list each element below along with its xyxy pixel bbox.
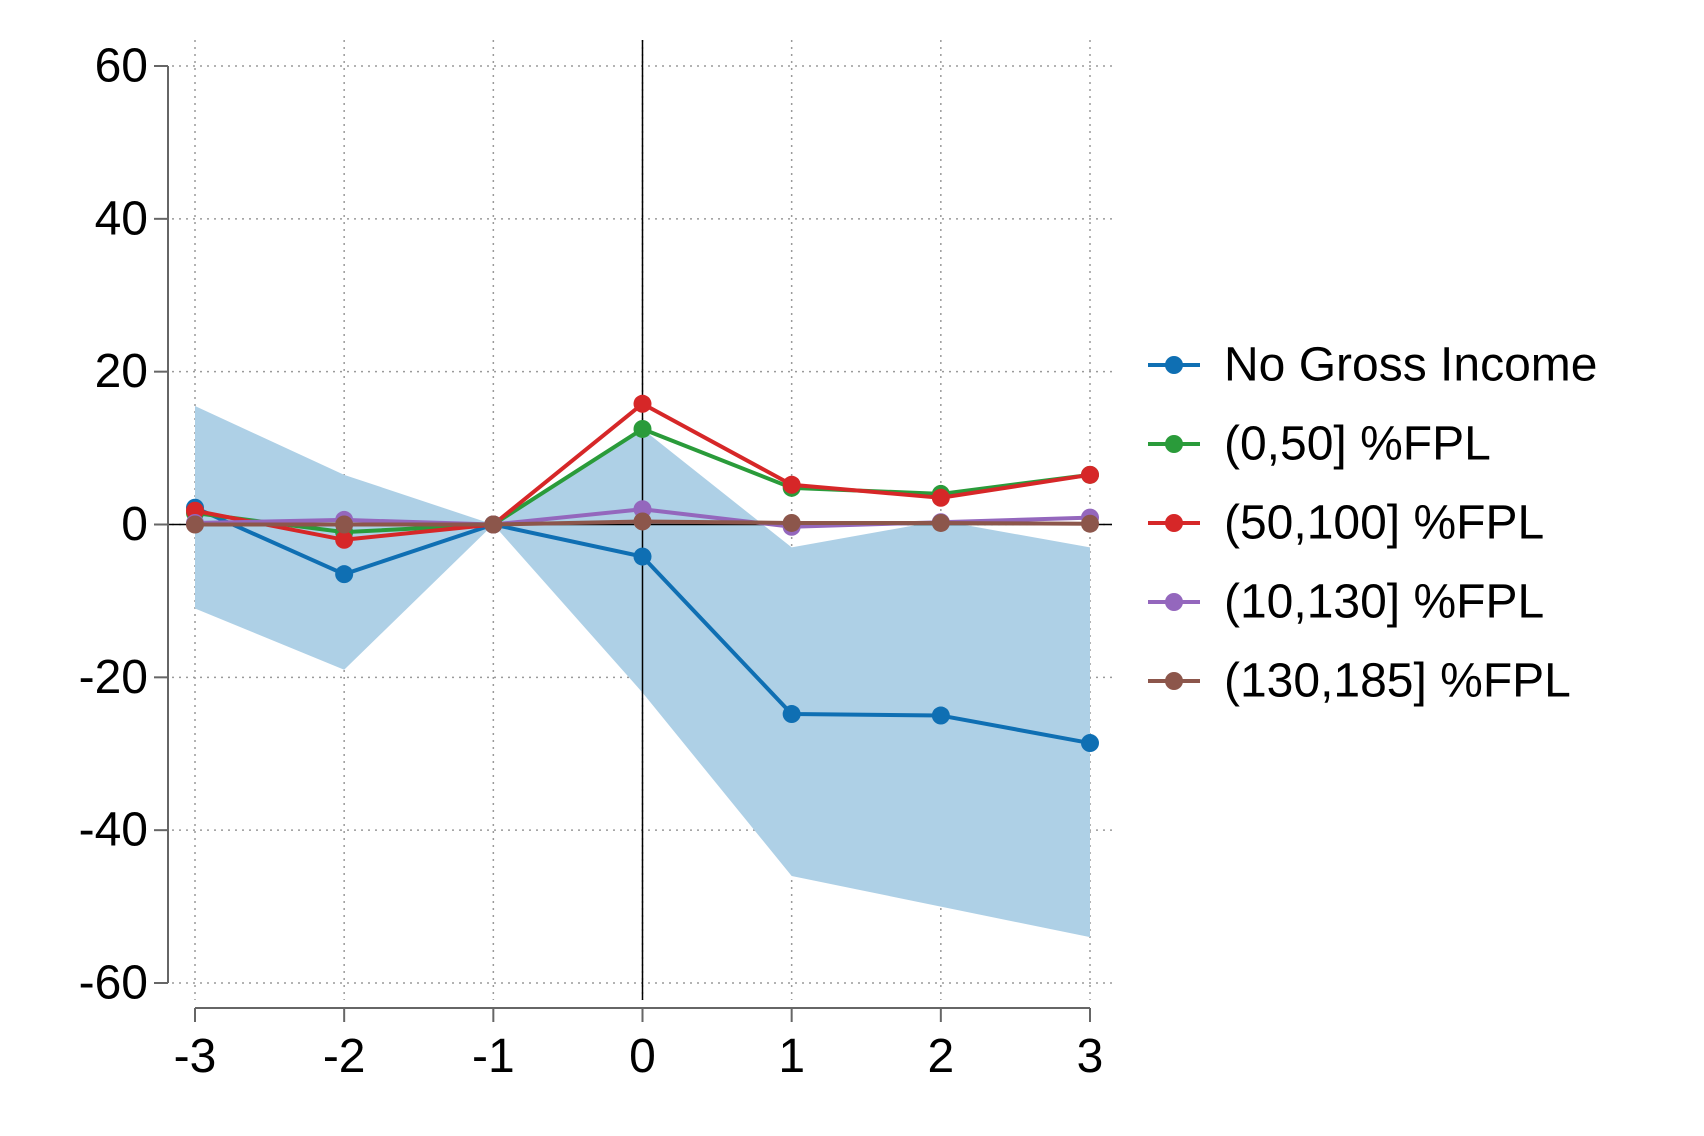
legend: No Gross Income (0,50] %FPL (50,100] %FPL (… bbox=[1148, 339, 1597, 708]
data-point-130-185-fpl bbox=[335, 515, 354, 534]
x-tick-label: 2 bbox=[927, 1030, 954, 1083]
legend-label: (10,130] %FPL bbox=[1224, 576, 1544, 629]
legend-item-no-gross-income: No Gross Income bbox=[1148, 339, 1597, 392]
legend-item-10-130-fpl: (10,130] %FPL bbox=[1148, 576, 1544, 629]
x-tick-label: -1 bbox=[472, 1030, 515, 1083]
legend-item-130-185-fpl: (130,185] %FPL bbox=[1148, 655, 1571, 708]
legend-swatch-marker bbox=[1165, 356, 1183, 374]
data-point-no-gross-income bbox=[633, 547, 652, 566]
legend-label: (50,100] %FPL bbox=[1224, 497, 1544, 550]
axes: 60 40 20 0 -20 -40 -60 -3 -2 -1 0 1 2 3 bbox=[79, 40, 1104, 1084]
legend-item-50-100-fpl: (50,100] %FPL bbox=[1148, 497, 1544, 550]
data-point-130-185-fpl bbox=[186, 515, 204, 534]
data-point-50-100-fpl bbox=[782, 475, 801, 494]
data-point-130-185-fpl bbox=[484, 515, 503, 534]
data-point-130-185-fpl bbox=[1081, 514, 1099, 533]
data-point-no-gross-income bbox=[782, 705, 801, 724]
y-tick-label: -20 bbox=[79, 651, 148, 704]
series-130-185-fpl bbox=[186, 512, 1099, 534]
y-tick-label: 60 bbox=[95, 40, 148, 93]
data-point-no-gross-income bbox=[335, 565, 354, 584]
x-tick-label: 0 bbox=[629, 1030, 656, 1083]
data-point-50-100-fpl bbox=[1081, 465, 1099, 484]
legend-swatch-marker bbox=[1165, 435, 1183, 453]
legend-swatch-marker bbox=[1165, 514, 1183, 532]
series-layer bbox=[186, 394, 1099, 753]
data-point-50-100-fpl bbox=[335, 530, 354, 549]
data-point-50-100-fpl bbox=[633, 394, 652, 413]
y-tick-label: 40 bbox=[95, 192, 148, 245]
y-tick-label: -40 bbox=[79, 804, 148, 857]
legend-label: No Gross Income bbox=[1224, 339, 1597, 392]
data-point-130-185-fpl bbox=[633, 512, 652, 531]
data-point-0-50-fpl bbox=[633, 419, 652, 438]
legend-swatch-marker bbox=[1165, 672, 1183, 690]
data-point-130-185-fpl bbox=[931, 513, 950, 532]
y-tick-label: 0 bbox=[121, 498, 148, 551]
data-point-no-gross-income bbox=[1081, 734, 1099, 753]
legend-item-0-50-fpl: (0,50] %FPL bbox=[1148, 418, 1491, 471]
data-point-50-100-fpl bbox=[931, 488, 950, 507]
legend-swatch-marker bbox=[1165, 593, 1183, 611]
legend-label: (0,50] %FPL bbox=[1224, 418, 1491, 471]
x-tick-label: 3 bbox=[1077, 1030, 1104, 1083]
data-point-130-185-fpl bbox=[782, 513, 801, 532]
x-tick-label: -3 bbox=[174, 1030, 217, 1083]
x-tick-label: 1 bbox=[778, 1030, 805, 1083]
x-tick-label: -2 bbox=[323, 1030, 366, 1083]
legend-label: (130,185] %FPL bbox=[1224, 655, 1571, 708]
y-tick-label: -60 bbox=[79, 957, 148, 1010]
data-point-no-gross-income bbox=[931, 706, 950, 725]
y-tick-label: 20 bbox=[95, 345, 148, 398]
